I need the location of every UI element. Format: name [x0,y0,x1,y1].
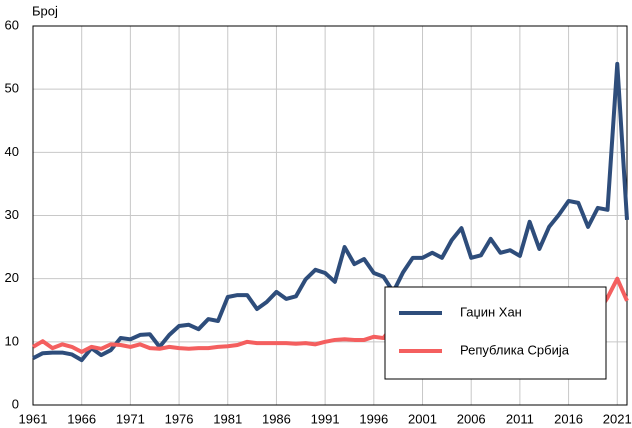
legend-label: Република Србија [460,342,570,357]
legend-box [384,286,607,380]
x-tick-label: 2001 [408,411,437,426]
x-tick-label: 1976 [165,411,194,426]
x-tick-label: 1971 [116,411,145,426]
y-axis-label: Број [32,3,58,18]
legend-label: Гаџин Хан [460,304,522,319]
y-tick-label: 40 [5,144,19,159]
y-tick-label: 50 [5,81,19,96]
x-tick-label: 2016 [554,411,583,426]
x-tick-label: 2006 [457,411,486,426]
x-tick-label: 1986 [262,411,291,426]
series-line [32,61,629,363]
y-tick-label: 10 [5,333,19,348]
y-tick-label: 60 [5,17,19,32]
x-tick-label: 1991 [311,411,340,426]
x-tick-label: 1996 [359,411,388,426]
x-tick-label: 1981 [213,411,242,426]
x-tick-label: 1966 [67,411,96,426]
y-tick-label: 20 [5,270,19,285]
y-tick-label: 0 [12,396,19,411]
x-tick-label: 2021 [603,411,632,426]
x-tick-label: 1961 [19,411,48,426]
x-tick-label: 2011 [506,411,534,426]
y-tick-label: 30 [5,207,19,222]
